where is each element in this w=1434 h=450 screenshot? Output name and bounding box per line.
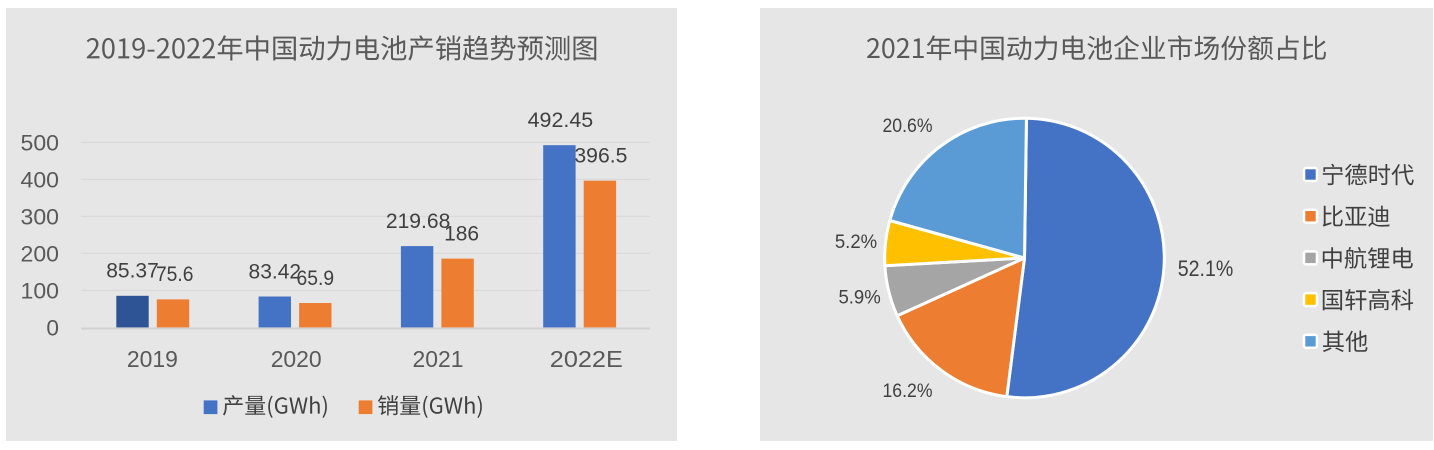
svg-text:400: 400 <box>21 168 60 193</box>
svg-text:2019: 2019 <box>127 346 178 372</box>
svg-text:100: 100 <box>21 279 60 304</box>
svg-text:186: 186 <box>444 221 479 245</box>
svg-text:2021: 2021 <box>413 346 464 372</box>
svg-text:0: 0 <box>46 316 59 341</box>
svg-text:83.42: 83.42 <box>249 259 302 283</box>
svg-text:85.37: 85.37 <box>106 259 159 283</box>
svg-text:20.6%: 20.6% <box>883 115 933 137</box>
svg-text:2020: 2020 <box>271 346 322 372</box>
svg-text:5.2%: 5.2% <box>835 231 877 253</box>
svg-text:5.9%: 5.9% <box>838 287 880 309</box>
svg-text:300: 300 <box>21 205 60 230</box>
svg-text:16.2%: 16.2% <box>883 380 933 402</box>
svg-text:500: 500 <box>21 131 60 156</box>
svg-text:75.6: 75.6 <box>156 262 194 286</box>
svg-text:2022E: 2022E <box>550 346 623 372</box>
svg-text:492.45: 492.45 <box>528 108 594 132</box>
svg-text:200: 200 <box>21 242 60 267</box>
svg-text:396.5: 396.5 <box>574 143 627 167</box>
svg-text:65.9: 65.9 <box>297 266 335 290</box>
svg-text:52.1%: 52.1% <box>1178 256 1234 281</box>
svg-text:219.68: 219.68 <box>386 209 451 233</box>
